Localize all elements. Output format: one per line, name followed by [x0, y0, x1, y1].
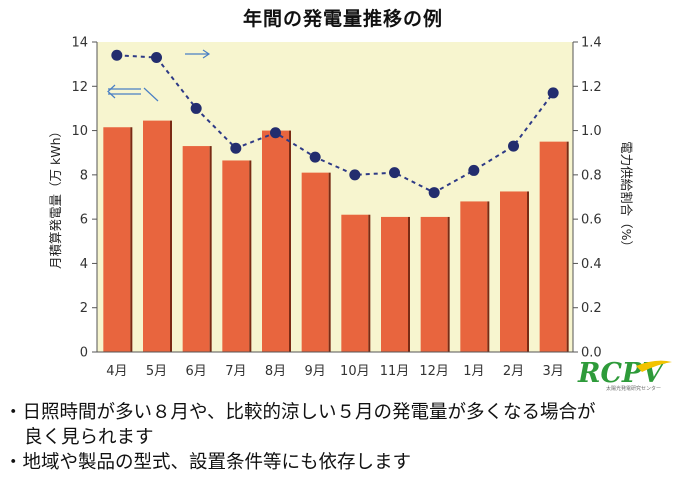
bar-11月 [381, 216, 408, 352]
note-line-2: 良く見られます [24, 427, 154, 448]
bar-3月 [539, 141, 567, 352]
bar-9月 [301, 172, 329, 352]
line-point-10月 [349, 169, 361, 181]
x-tick-label: 10月 [340, 364, 370, 379]
x-tick-label: 1月 [463, 364, 484, 379]
line-point-4月 [111, 49, 123, 61]
bar-shadow [566, 141, 569, 352]
bar-10月 [341, 214, 369, 352]
x-axis-ticks: 4月 5月 6月 7月 8月 9月 10月 11月 12月 1月 2月 3月 [106, 364, 564, 379]
left-pointer-arrow-icon [107, 84, 159, 102]
bar-shadow [368, 214, 371, 352]
left-tick-label: 4 [80, 257, 88, 272]
x-tick-label: 11月 [380, 364, 410, 379]
left-tick-label: 12 [71, 80, 88, 95]
notes: ・日照時間が多い８月や、比較的涼しい５月の発電量が多くなる場合が 良く見られます… [4, 400, 684, 475]
bar-6月 [182, 146, 210, 352]
line-point-3月 [547, 87, 559, 99]
supply-ratio-line [111, 49, 559, 199]
x-tick-label: 5月 [146, 364, 167, 379]
note-line-3: ・地域や製品の型式、設置条件等にも依存します [4, 452, 412, 473]
bar-8月 [262, 130, 289, 352]
left-tick-label: 14 [71, 36, 88, 51]
line-point-1月 [468, 164, 480, 176]
bar-shadow [170, 120, 172, 352]
bar-shadow [289, 130, 291, 352]
bar-shadow [527, 191, 529, 352]
logo-swoosh-icon [636, 360, 672, 372]
right-tick-label: 0.2 [581, 301, 602, 316]
logo-subtitle: 太陽光発電研究センター [606, 385, 661, 392]
plot-background [97, 42, 573, 352]
bar-shadow [487, 201, 490, 352]
left-axis-ticks: 0 2 4 6 8 10 12 14 [71, 36, 97, 361]
x-tick-label: 3月 [543, 364, 564, 379]
bar-shadow [130, 127, 133, 352]
bars [103, 120, 569, 352]
x-tick-label: 4月 [106, 364, 127, 379]
x-tick-label: 6月 [186, 364, 207, 379]
right-axis-title: 電力供給割合（%） [619, 141, 634, 253]
line-point-6月 [190, 102, 202, 114]
x-tick-label: 12月 [419, 364, 449, 379]
line-point-8月 [270, 127, 281, 139]
line-point-5月 [151, 52, 162, 63]
bar-shadow [209, 146, 212, 352]
right-pointer-arrow-icon [185, 49, 211, 59]
x-tick-label: 8月 [265, 364, 286, 379]
x-tick-label: 7月 [225, 364, 246, 379]
line-point-7月 [230, 142, 242, 154]
right-tick-label: 1.4 [581, 36, 602, 51]
bar-5月 [143, 120, 170, 352]
bar-shadow [328, 172, 331, 352]
left-tick-label: 8 [80, 168, 88, 183]
bar-shadow [447, 216, 450, 352]
right-tick-label: 0.6 [581, 213, 602, 228]
bar-4月 [103, 127, 131, 352]
bar-shadow [408, 216, 410, 352]
right-tick-label: 1.0 [581, 124, 602, 139]
line-point-2月 [508, 140, 519, 152]
bar-2月 [500, 191, 527, 352]
x-tick-label: 9月 [305, 364, 326, 379]
chart-title: 年間の発電量推移の例 [242, 8, 443, 30]
right-tick-label: 1.2 [581, 80, 602, 95]
line-point-11月 [389, 167, 400, 179]
bar-1月 [460, 201, 488, 352]
left-tick-label: 2 [80, 301, 88, 316]
bar-shadow [249, 160, 252, 352]
bar-12月 [420, 216, 448, 352]
line-point-12月 [428, 187, 440, 199]
left-tick-label: 0 [80, 346, 88, 361]
line-point-9月 [309, 151, 321, 163]
right-axis-ticks: 0.0 0.2 0.4 0.6 0.8 1.0 1.2 1.4 [573, 36, 602, 361]
note-line-1: ・日照時間が多い８月や、比較的涼しい５月の発電量が多くなる場合が [4, 402, 596, 423]
rcpv-logo: RCPV 太陽光発電研究センター [577, 358, 672, 392]
x-tick-label: 2月 [503, 364, 524, 379]
right-tick-label: 0.4 [581, 257, 602, 272]
right-tick-label: 0.0 [581, 346, 602, 361]
chart: 0 2 4 6 8 10 12 14 0.0 0.2 0.4 0.6 0.8 1.0 1.2 1.4 4月 5… [48, 36, 634, 380]
left-tick-label: 10 [71, 124, 88, 139]
bar-7月 [222, 160, 250, 352]
left-tick-label: 6 [80, 213, 88, 228]
right-tick-label: 0.8 [581, 168, 602, 183]
left-axis-title: 月積算発電量（万 kWh） [48, 125, 63, 269]
